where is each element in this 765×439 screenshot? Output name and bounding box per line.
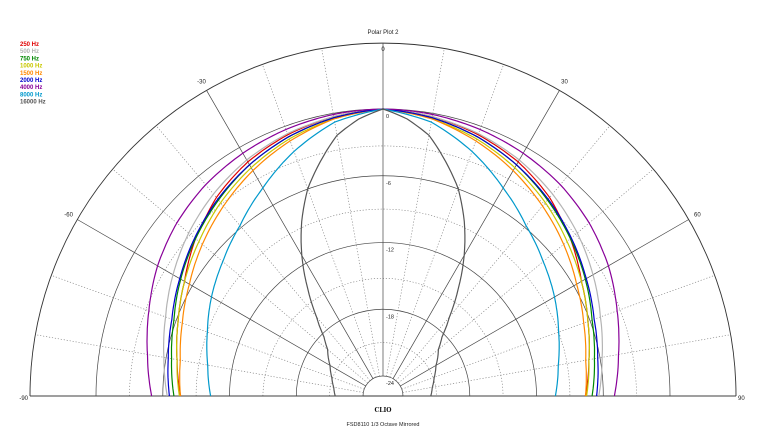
angle-tick-label: 60: [694, 213, 701, 219]
major-spoke: [77, 219, 366, 387]
legend-entry: 4000 Hz: [20, 85, 42, 91]
footer-caption: FSD8110 1/3 Octave Mirrored: [347, 422, 420, 428]
angle-tick-label: -30: [197, 80, 206, 86]
angle-tick-label: -60: [64, 213, 73, 219]
minor-spoke: [398, 168, 654, 384]
legend-entry: 1500 Hz: [20, 71, 42, 77]
minor-grid-ring: [129, 145, 637, 397]
legend-entry: 250 Hz: [20, 42, 39, 48]
series-line: [300, 108, 466, 397]
db-tick-label: -18: [386, 314, 394, 320]
angle-tick-label: 0: [381, 47, 385, 53]
legend-entry: 500 Hz: [20, 49, 39, 55]
legend-entry: 750 Hz: [20, 56, 39, 62]
series-layer: [146, 108, 620, 397]
legend-entry: 1000 Hz: [20, 64, 42, 70]
minor-grid-ring: [195, 208, 571, 397]
chart-title: Polar Plot 2: [367, 30, 399, 36]
polar-grid: -90 -60 -30 0 30 60 90 0 -6 -12 -18 -24: [19, 42, 745, 402]
legend-entry: 8000 Hz: [20, 92, 42, 98]
angle-tick-label: 90: [738, 396, 745, 402]
major-grid-ring: [362, 375, 404, 397]
legend-entry: 16000 Hz: [20, 100, 46, 106]
angle-tick-label: 30: [561, 80, 568, 86]
db-tick-label: -24: [386, 381, 394, 387]
db-tick-label: -6: [386, 181, 391, 187]
angle-tick-label: -90: [19, 396, 28, 402]
minor-spoke: [112, 168, 368, 384]
db-tick-label: 0: [386, 114, 389, 120]
major-spoke: [206, 90, 374, 379]
major-spoke: [400, 219, 689, 387]
brand-label: CLIO: [374, 407, 391, 414]
legend-entry: 2000 Hz: [20, 78, 42, 84]
major-spoke: [392, 90, 560, 379]
db-tick-label: -12: [386, 248, 394, 254]
